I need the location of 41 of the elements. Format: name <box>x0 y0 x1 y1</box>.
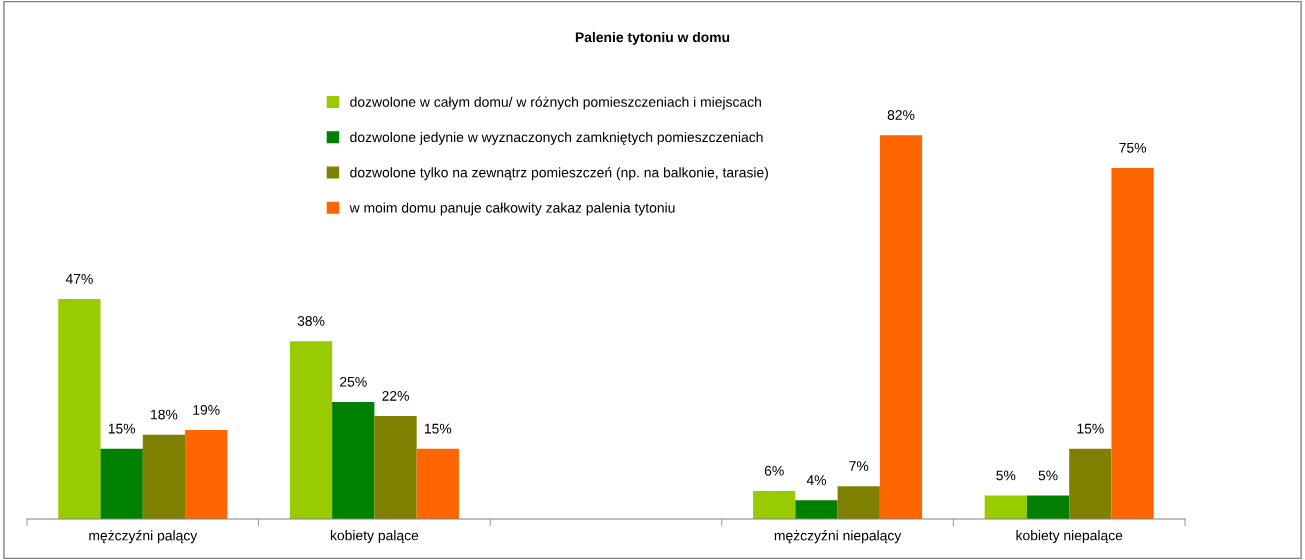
data-label: 6% <box>764 465 784 476</box>
bar <box>1069 448 1112 519</box>
legend-label: w moim domu panuje całkowity zakaz palenia tytoniu <box>349 202 675 216</box>
bar <box>100 448 143 519</box>
data-label: 7% <box>849 461 869 471</box>
data-label: 15% <box>424 423 452 434</box>
data-label: 18% <box>151 409 178 420</box>
bar <box>289 341 333 519</box>
data-label: 75% <box>1119 142 1147 153</box>
x-tick-label: mężczyźni palący <box>89 530 198 544</box>
bar <box>374 416 417 519</box>
bar <box>142 434 186 519</box>
bar <box>1111 167 1154 519</box>
data-label: 38% <box>297 316 325 326</box>
bar <box>416 448 459 519</box>
data-label: 5% <box>996 470 1016 481</box>
bar <box>332 401 375 519</box>
bar <box>1026 495 1070 519</box>
legend-label: dozwolone w całym domu/ w różnych pomieszczeniach i miejscach <box>350 96 761 110</box>
data-label: 25% <box>340 376 367 387</box>
bar <box>837 486 880 519</box>
data-label: 15% <box>1077 423 1104 434</box>
chart-title: Palenie tytoniu w domu <box>575 31 730 45</box>
bar <box>984 495 1027 519</box>
data-label: 82% <box>887 110 915 120</box>
x-tick-label: mężczyźni niepalący <box>774 530 902 544</box>
legend-label: dozwolone jedynie w wyznaczonych zamkniętych pomieszczeniach <box>350 131 763 145</box>
bar <box>879 135 923 519</box>
bar <box>58 299 101 519</box>
data-label: 5% <box>1038 470 1058 481</box>
data-label: 47% <box>65 273 93 284</box>
legend-label: dozwolone tylko na zewnątrz pomieszczeń (np. na balkonie, tarasie) <box>350 167 768 181</box>
bar <box>795 500 838 519</box>
data-label: 19% <box>193 404 220 415</box>
x-tick-label: kobiety palące <box>330 530 419 544</box>
bar <box>753 490 796 519</box>
x-tick-label: kobiety niepalące <box>1016 530 1123 544</box>
data-label: 4% <box>806 475 827 485</box>
data-label: 22% <box>382 390 409 401</box>
data-label: 15% <box>108 423 136 434</box>
bar <box>185 430 228 519</box>
